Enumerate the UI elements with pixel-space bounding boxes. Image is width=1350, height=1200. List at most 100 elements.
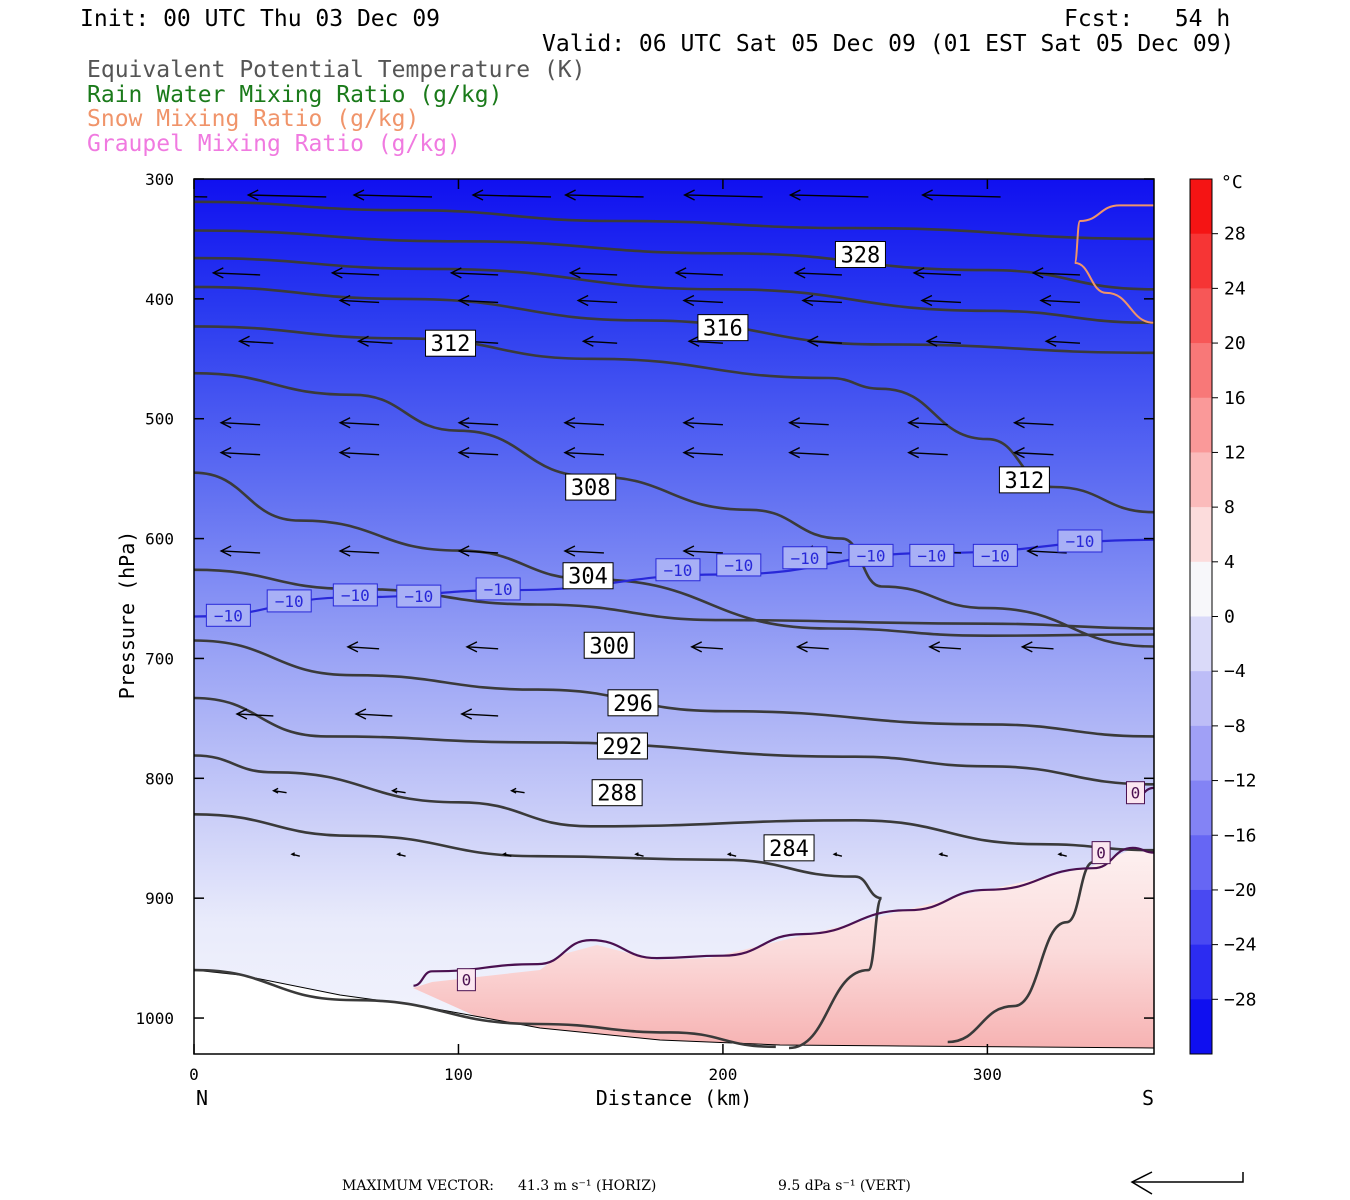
wind-arrow-shaft (797, 646, 829, 650)
wind-arrow-head (237, 335, 250, 347)
wind-arrow-shaft (683, 422, 723, 426)
wind-arrow-head (352, 189, 365, 201)
north-label: N (196, 1086, 208, 1110)
wind-arrow (457, 545, 499, 557)
temperature-label-text: 0 (1096, 844, 1106, 863)
wind-arrow-head (795, 641, 808, 653)
wind-arrow (1039, 294, 1080, 307)
wind-arrow (907, 417, 948, 429)
colorbar-segment (1190, 616, 1212, 672)
colorbar-segment (1190, 288, 1212, 344)
wind-arrow (687, 335, 723, 347)
colorbar-segment (1190, 452, 1212, 508)
wind-arrow (788, 189, 869, 201)
wind-arrow-shaft (790, 194, 869, 198)
temperature-label: −10 (1057, 529, 1103, 553)
temperature-label-box (972, 543, 1018, 567)
wind-arrow (219, 447, 261, 459)
wind-arrow (460, 708, 499, 720)
wind-arrow-shaft (236, 713, 274, 717)
colorbar-unit: °C (1221, 172, 1243, 193)
theta-e-label-text: 316 (703, 317, 743, 342)
temperature-label: −10 (909, 543, 955, 567)
y-tick-label: 600 (145, 530, 174, 549)
wind-arrow (563, 447, 604, 459)
x-tick-label: 0 (189, 1065, 199, 1084)
wind-arrow-head (788, 189, 801, 201)
wind-arrow-head (832, 852, 838, 857)
wind-arrow-shaft (795, 272, 842, 276)
wind-arrow-head (465, 641, 478, 653)
wind-arrow (457, 447, 499, 459)
colorbar-segment (1190, 397, 1212, 453)
wind-arrow (682, 294, 723, 307)
wind-arrow-shaft (683, 299, 723, 304)
colorbar-tick-label: 0 (1224, 607, 1235, 628)
y-tick-label: 400 (145, 290, 174, 309)
wind-arrow-head (219, 447, 232, 459)
wind-arrow-head (788, 447, 801, 459)
wind-arrow-head (690, 641, 703, 653)
theta-e-label-box (562, 562, 614, 590)
south-label: S (1142, 1086, 1154, 1110)
theta-e-line (194, 696, 1154, 786)
theta-e-label-box (607, 689, 659, 717)
warm-region (413, 850, 1154, 1054)
temperature-label-box (456, 968, 476, 992)
wind-arrow-shaft (459, 451, 499, 456)
wind-arrow-head (338, 294, 351, 307)
theta-e-label: 316 (697, 314, 749, 342)
wind-arrow (563, 545, 604, 557)
theta-e-label-text: 304 (568, 565, 608, 590)
wind-arrow (634, 852, 644, 857)
wind-arrow-head (682, 545, 695, 557)
wind-arrow-shaft (565, 194, 644, 198)
wind-arrow-head (683, 189, 695, 201)
theta-e-label-box (583, 631, 635, 659)
wind-arrow-shaft (248, 194, 327, 198)
wind-arrow-head (1012, 447, 1025, 459)
wind-arrow-head (921, 189, 933, 201)
theta-e-label-box (425, 329, 477, 357)
colorbar-segment (1190, 780, 1212, 836)
theta-e-label: 300 (583, 631, 635, 659)
plot-frame (193, 178, 1155, 1055)
wind-arrow-shaft (802, 299, 842, 304)
colorbar-segment (1190, 889, 1212, 946)
colorbar-tick-label: −8 (1224, 716, 1246, 737)
theta-e-label-text: 288 (597, 782, 637, 807)
wind-arrow (449, 267, 499, 279)
wind-arrow-head (563, 545, 576, 557)
wind-arrow (912, 267, 961, 279)
temperature-label-text: −10 (981, 546, 1010, 565)
wind-arrow (352, 189, 433, 201)
theta-e-line (194, 200, 1154, 241)
wind-arrow-head (356, 335, 369, 347)
x-axis-title: Distance (km) (596, 1086, 753, 1110)
wind-arrow-head (682, 417, 695, 429)
wind-arrow (354, 708, 393, 720)
temperature-label-box (848, 543, 894, 567)
wind-arrow-head (726, 852, 732, 857)
wind-arrow-shaft (922, 194, 1001, 198)
temperature-label: −10 (475, 577, 521, 601)
theta-e-label-text: 312 (431, 332, 471, 357)
colorbar-tick-label: −24 (1224, 935, 1257, 956)
colorbar-tick-label: 4 (1224, 552, 1235, 573)
wind-arrow (568, 267, 618, 279)
theta-e-label-box (834, 241, 886, 269)
temperature-label: −10 (716, 553, 762, 577)
wind-arrow-shaft (347, 646, 380, 650)
wind-arrow-shaft (908, 422, 948, 426)
colorbar-tick-label: −16 (1224, 825, 1257, 846)
theta-e-label: 328 (834, 241, 886, 269)
wind-arrow-head (501, 852, 507, 857)
wind-arrow-head (396, 852, 401, 857)
wind-arrow (806, 335, 842, 347)
forecast-hour: Fcst: 54 h (1064, 6, 1231, 32)
wind-arrow-shaft (473, 194, 552, 198)
wind-arrow (396, 852, 406, 857)
x-tick-label: 200 (708, 1065, 737, 1084)
wind-arrow-head (576, 294, 589, 307)
